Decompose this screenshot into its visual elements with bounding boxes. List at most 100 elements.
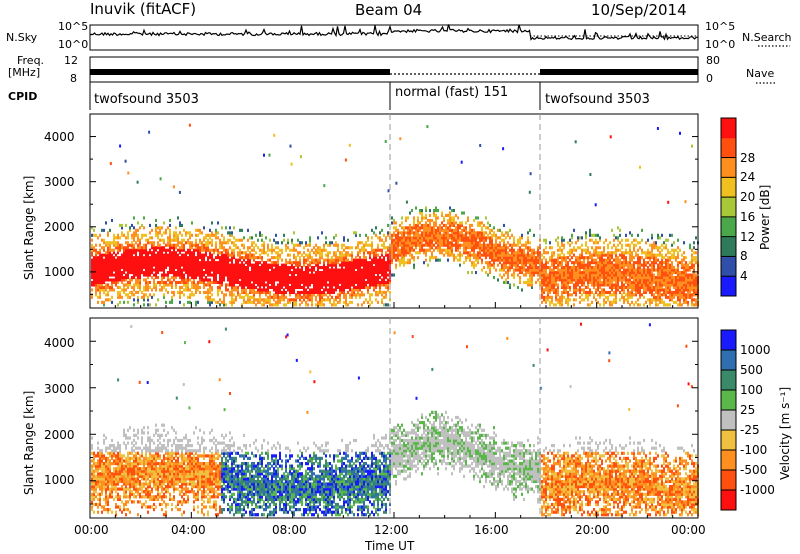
power-cell <box>291 283 293 287</box>
power-cell <box>227 248 229 252</box>
power-cell <box>311 266 313 270</box>
power-cell <box>133 271 135 275</box>
power-cell <box>135 228 137 232</box>
power-cell <box>481 246 483 250</box>
power-cell <box>201 248 203 252</box>
power-cell <box>195 243 197 247</box>
power-cell <box>567 295 569 299</box>
power-cell <box>377 248 379 252</box>
power-cell <box>299 241 301 245</box>
power-cell <box>639 278 641 282</box>
power-cell <box>413 248 415 252</box>
power-cell <box>371 258 373 262</box>
power-cell <box>405 253 407 257</box>
power-cell <box>493 256 495 260</box>
power-cell <box>487 226 489 230</box>
power-cell <box>257 278 259 282</box>
power-cell <box>403 228 405 232</box>
power-cell <box>363 271 365 275</box>
power-cell <box>597 263 599 267</box>
power-cell <box>219 256 221 260</box>
power-cell <box>529 280 531 284</box>
power-cell <box>191 253 193 257</box>
power-cell <box>259 276 261 280</box>
power-cell <box>209 303 211 307</box>
power-cell <box>565 288 567 292</box>
power-cell <box>141 271 143 275</box>
power-cell <box>485 251 487 255</box>
power-cell <box>589 253 591 257</box>
power-cell <box>427 241 429 245</box>
power-cell <box>485 231 487 235</box>
power-cell <box>571 278 573 282</box>
power-cell <box>293 303 295 307</box>
power-cell <box>213 298 215 302</box>
power-cell <box>199 268 201 272</box>
power-cell <box>307 248 309 252</box>
power-cell <box>549 241 551 245</box>
power-cell <box>435 209 437 213</box>
power-cell <box>173 258 175 262</box>
power-cell <box>109 263 111 267</box>
power-cell <box>131 293 133 297</box>
power-cell <box>283 303 285 307</box>
power-cell <box>361 261 363 265</box>
power-cell <box>233 226 235 230</box>
power-cell <box>377 278 379 282</box>
power-cell <box>343 293 345 297</box>
power-cell <box>93 283 95 287</box>
power-cell <box>615 273 617 277</box>
power-cell <box>379 290 381 294</box>
power-cell <box>239 283 241 287</box>
power-cell <box>629 293 631 297</box>
power-cell <box>225 253 227 257</box>
power-cell <box>177 216 179 220</box>
power-cell <box>331 256 333 260</box>
power-cell <box>265 266 267 270</box>
power-cell <box>271 278 273 282</box>
power-cell <box>521 288 523 292</box>
power-cell <box>211 263 213 267</box>
power-cell <box>313 280 315 284</box>
power-cell <box>361 248 363 252</box>
power-cell <box>157 268 159 272</box>
power-cell <box>153 261 155 265</box>
power-cell <box>589 280 591 284</box>
power-cell <box>487 253 489 257</box>
power-cell <box>143 285 145 289</box>
power-cell <box>115 278 117 282</box>
power-cell <box>115 268 117 272</box>
power-cell <box>431 218 433 222</box>
power-cell <box>327 298 329 302</box>
power-cell <box>369 298 371 302</box>
power-cell <box>553 273 555 277</box>
power-cell <box>323 288 325 292</box>
power-cell <box>365 233 367 237</box>
power-cell <box>587 276 589 280</box>
power-cell <box>175 246 177 250</box>
power-cell <box>531 251 533 255</box>
power-cell <box>519 268 521 272</box>
power-cell <box>447 251 449 255</box>
power-cell <box>121 276 123 280</box>
power-cell <box>211 268 213 272</box>
power-cell <box>513 258 515 262</box>
power-cell <box>567 256 569 260</box>
power-cell <box>387 258 389 262</box>
power-cell <box>603 278 605 282</box>
power-cell <box>589 238 591 242</box>
power-cell <box>235 263 237 267</box>
power-cell <box>253 290 255 294</box>
power-cell <box>595 251 597 255</box>
power-cell <box>347 273 349 277</box>
power-cell <box>193 256 195 260</box>
power-cell <box>417 256 419 260</box>
power-cell <box>169 266 171 270</box>
power-cell <box>229 290 231 294</box>
power-cell <box>227 283 229 287</box>
power-cell <box>361 241 363 245</box>
power-cell <box>639 256 641 260</box>
power-cell <box>207 273 209 277</box>
power-cell <box>209 298 211 302</box>
